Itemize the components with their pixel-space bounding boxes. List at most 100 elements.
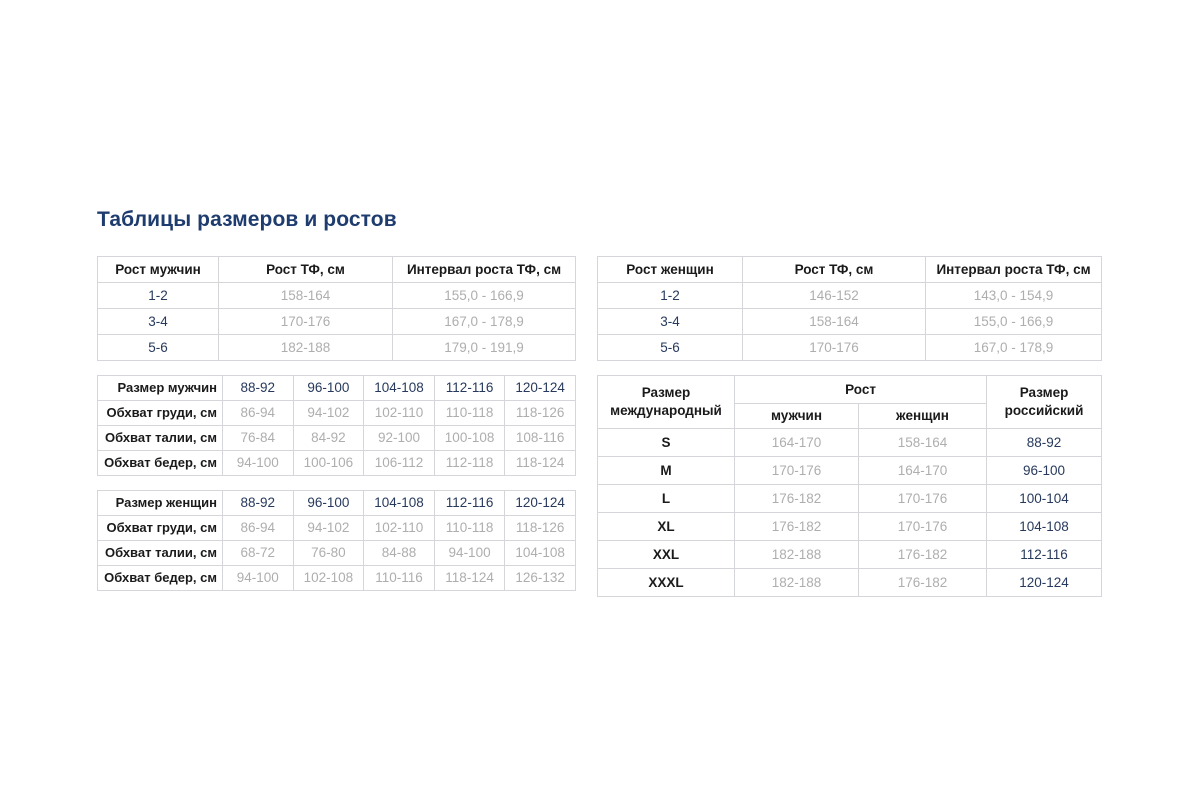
cell-height-code: 5-6 [97, 334, 219, 361]
cell-measure: 94-102 [292, 515, 365, 541]
cell-height-code: 3-4 [597, 308, 743, 335]
cell-measure: 84-88 [363, 540, 435, 566]
cell-height-tf: 158-164 [218, 282, 393, 309]
cell-height-women: 170-176 [857, 512, 988, 541]
column-header-height-women: Рост женщин [597, 256, 743, 283]
cell-international-size: XXL [597, 540, 735, 569]
table-height-men: Рост мужчин Рост ТФ, см Интервал роста Т… [97, 256, 576, 361]
cell-height-men: 170-176 [734, 456, 859, 485]
cell-height-men: 164-170 [734, 428, 859, 457]
cell-size: 104-108 [363, 375, 435, 401]
column-header-height-men: Рост мужчин [97, 256, 219, 283]
cell-height-women: 170-176 [857, 484, 988, 513]
table-row: XXL 182-188 176-182 112-116 [597, 540, 1103, 569]
cell-measure: 94-102 [292, 400, 365, 426]
cell-height-tf: 146-152 [742, 282, 926, 309]
cell-size: 88-92 [222, 375, 294, 401]
column-header-height-tf: Рост ТФ, см [218, 256, 393, 283]
table-row: Обхват бедер, см 94-100 100-106 106-112 … [97, 450, 576, 476]
cell-size: 120-124 [504, 490, 576, 516]
cell-measure: 92-100 [363, 425, 435, 451]
column-header-height-interval: Интервал роста ТФ, см [925, 256, 1102, 283]
table-row: Обхват бедер, см 94-100 102-108 110-116 … [97, 565, 576, 591]
table-row: 3-4 170-176 167,0 - 178,9 [97, 308, 576, 335]
table-row: Обхват груди, см 86-94 94-102 102-110 11… [97, 515, 576, 541]
cell-measure: 102-110 [363, 515, 435, 541]
column-header-height-interval: Интервал роста ТФ, см [392, 256, 576, 283]
row-header-hips: Обхват бедер, см [97, 565, 223, 591]
cell-measure: 76-80 [292, 540, 365, 566]
table-header-row-sub: мужчин женщин [598, 403, 1102, 429]
cell-height-code: 5-6 [597, 334, 743, 361]
table-men-measurements: Размер мужчин 88-92 96-100 104-108 112-1… [97, 375, 576, 476]
cell-height-interval: 167,0 - 178,9 [925, 334, 1102, 361]
cell-measure: 84-92 [292, 425, 365, 451]
cell-international-size: XXXL [597, 568, 735, 597]
cell-measure: 94-100 [222, 565, 294, 591]
cell-measure: 108-116 [504, 425, 576, 451]
cell-height-women: 176-182 [857, 568, 988, 597]
cell-measure: 102-110 [363, 400, 435, 426]
cell-size: 112-116 [433, 490, 506, 516]
cell-international-size: M [597, 456, 735, 485]
table-row: XL 176-182 170-176 104-108 [597, 512, 1103, 541]
table-row: 3-4 158-164 155,0 - 166,9 [597, 308, 1102, 335]
cell-size: 112-116 [433, 375, 506, 401]
cell-height-men: 176-182 [734, 512, 859, 541]
cell-measure: 110-118 [433, 400, 506, 426]
cell-measure: 68-72 [222, 540, 294, 566]
cell-height-tf: 170-176 [742, 334, 926, 361]
cell-measure: 110-118 [433, 515, 506, 541]
cell-size: 120-124 [504, 375, 576, 401]
table-row: Обхват талии, см 76-84 84-92 92-100 100-… [97, 425, 576, 451]
row-header-waist: Обхват талии, см [97, 540, 223, 566]
cell-russian-size: 112-116 [986, 540, 1103, 569]
cell-measure: 94-100 [433, 540, 506, 566]
cell-height-women: 176-182 [857, 540, 988, 569]
cell-international-size: L [597, 484, 735, 513]
cell-size: 104-108 [363, 490, 435, 516]
cell-height-men: 176-182 [734, 484, 859, 513]
table-row: Обхват талии, см 68-72 76-80 84-88 94-10… [97, 540, 576, 566]
table-row: L 176-182 170-176 100-104 [597, 484, 1103, 513]
cell-measure: 110-116 [363, 565, 435, 591]
cell-russian-size: 120-124 [986, 568, 1103, 597]
table-women-measurements: Размер женщин 88-92 96-100 104-108 112-1… [97, 490, 576, 591]
cell-height-women: 158-164 [857, 428, 988, 457]
cell-measure: 76-84 [222, 425, 294, 451]
cell-measure: 86-94 [222, 400, 294, 426]
table-row: 5-6 182-188 179,0 - 191,9 [97, 334, 576, 361]
cell-measure: 118-124 [504, 450, 576, 476]
cell-height-interval: 155,0 - 166,9 [925, 308, 1102, 335]
cell-measure: 94-100 [222, 450, 294, 476]
row-header-hips: Обхват бедер, см [97, 450, 223, 476]
cell-international-size: XL [597, 512, 735, 541]
cell-size: 88-92 [222, 490, 294, 516]
table-header-row-group: Размер международный Рост Размер российс… [597, 375, 1103, 429]
cell-height-tf: 170-176 [218, 308, 393, 335]
cell-height-interval: 179,0 - 191,9 [392, 334, 576, 361]
table-row: M 170-176 164-170 96-100 [597, 456, 1103, 485]
table-row: S 164-170 158-164 88-92 [597, 428, 1103, 457]
cell-russian-size: 96-100 [986, 456, 1103, 485]
cell-measure: 118-126 [504, 515, 576, 541]
table-row: Обхват груди, см 86-94 94-102 102-110 11… [97, 400, 576, 426]
table-row: 1-2 158-164 155,0 - 166,9 [97, 282, 576, 309]
cell-measure: 118-126 [504, 400, 576, 426]
row-header-waist: Обхват талии, см [97, 425, 223, 451]
cell-measure: 106-112 [363, 450, 435, 476]
cell-height-code: 1-2 [97, 282, 219, 309]
cell-russian-size: 100-104 [986, 484, 1103, 513]
cell-measure: 100-108 [433, 425, 506, 451]
table-row: 1-2 146-152 143,0 - 154,9 [597, 282, 1102, 309]
column-header-height-group: Рост [733, 375, 988, 404]
cell-measure: 112-118 [433, 450, 506, 476]
table-header-row: Рост мужчин Рост ТФ, см Интервал роста Т… [97, 256, 576, 283]
row-header-chest: Обхват груди, см [97, 515, 223, 541]
cell-height-men: 182-188 [734, 568, 859, 597]
cell-height-code: 1-2 [597, 282, 743, 309]
cell-international-size: S [597, 428, 735, 457]
cell-measure: 86-94 [222, 515, 294, 541]
table-header-row: Рост женщин Рост ТФ, см Интервал роста Т… [597, 256, 1102, 283]
